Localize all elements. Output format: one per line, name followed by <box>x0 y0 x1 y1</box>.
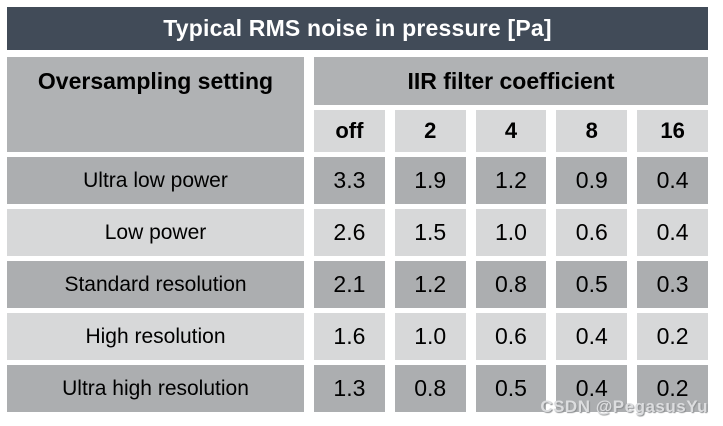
col-header-16: 16 <box>637 110 708 152</box>
table-title: Typical RMS noise in pressure [Pa] <box>7 7 708 50</box>
value-cell: 2.6 <box>314 209 385 256</box>
value-cell: 1.2 <box>394 261 466 308</box>
value-cell: 1.3 <box>314 365 385 412</box>
value-cell: 0.4 <box>637 209 708 256</box>
row-label-high-resolution: High resolution <box>7 313 304 360</box>
row-label-standard-resolution: Standard resolution <box>7 261 304 308</box>
csdn-watermark: CSDN @PegasusYu <box>540 397 708 416</box>
row-group-header-cell: Oversampling setting <box>7 57 304 152</box>
value-cell: 0.2 <box>637 313 708 360</box>
value-cell: 0.8 <box>394 365 466 412</box>
value-cell: 3.3 <box>314 157 385 204</box>
value-cell: 0.4 <box>556 365 628 412</box>
row-group-header-label: Oversampling setting <box>37 67 274 94</box>
value-cell: 0.3 <box>637 261 708 308</box>
value-cell: 1.5 <box>394 209 466 256</box>
row-label-ultra-low-power: Ultra low power <box>7 157 304 204</box>
value-cell: 1.9 <box>394 157 466 204</box>
value-cell: 0.6 <box>556 209 628 256</box>
value-cell: 0.8 <box>475 261 547 308</box>
value-cell: 1.0 <box>394 313 466 360</box>
value-cell: 0.9 <box>556 157 628 204</box>
column-group-header-cell: IIR filter coefficient <box>314 57 708 105</box>
value-cell: 0.5 <box>556 261 628 308</box>
value-cell: 1.2 <box>475 157 547 204</box>
value-cell: 0.4 <box>556 313 628 360</box>
row-label-low-power: Low power <box>7 209 304 256</box>
col-header-8: 8 <box>556 110 628 152</box>
value-cell: 0.4 <box>637 157 708 204</box>
value-cell: 1.6 <box>314 313 385 360</box>
col-header-4: 4 <box>475 110 547 152</box>
value-cell: 2.1 <box>314 261 385 308</box>
value-cell: 0.2 <box>637 365 708 412</box>
row-label-ultra-high-resolution: Ultra high resolution <box>7 365 304 412</box>
value-cell: 0.5 <box>475 365 547 412</box>
col-header-2: 2 <box>394 110 466 152</box>
value-cell: 1.0 <box>475 209 547 256</box>
rms-noise-table: Oversampling setting IIR filter coeffici… <box>7 57 708 412</box>
value-cell: 0.6 <box>475 313 547 360</box>
col-header-off: off <box>314 110 385 152</box>
